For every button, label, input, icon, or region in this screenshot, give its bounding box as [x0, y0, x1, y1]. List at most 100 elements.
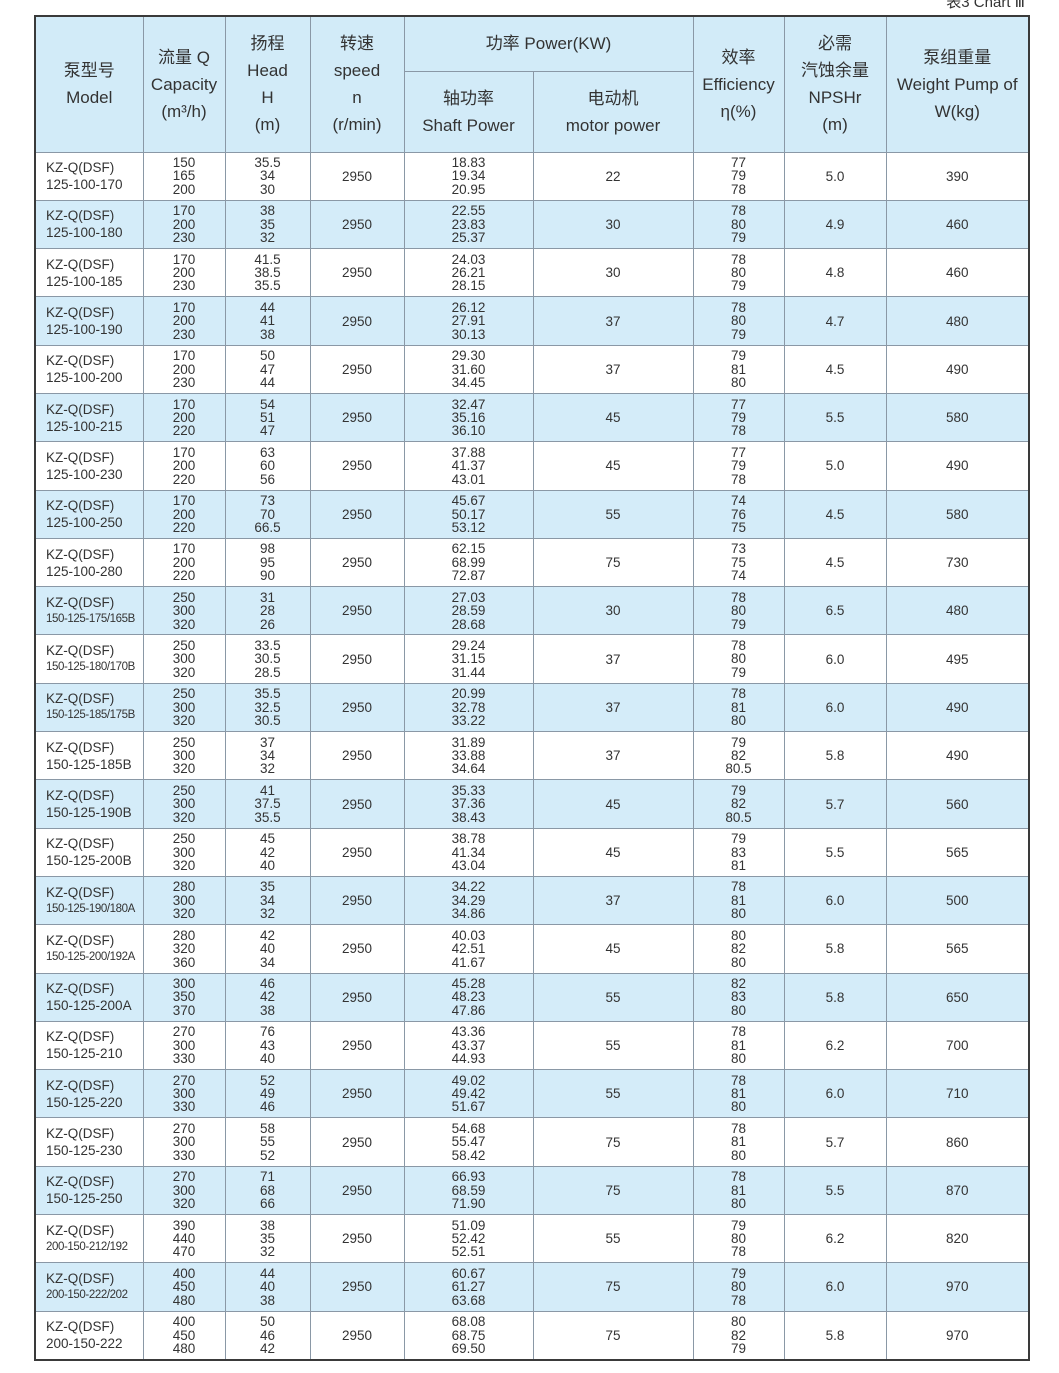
head-cell-value: 38 — [259, 1292, 276, 1308]
head-cell-value: 40 — [259, 1051, 276, 1067]
table-row: KZ-Q(DSF) 200-150-222/202 400 450 480 44 40 38 2… — [34, 1262, 1030, 1312]
speed-cell: 2950 — [309, 682, 405, 733]
model-cell: KZ-Q(DSF) 150-125-200/192A — [34, 924, 144, 974]
shaft-power-cell-value: 26.21 — [451, 265, 486, 281]
efficiency-cell-value: 77 — [730, 444, 747, 460]
capacity-cell: 270 300 320 — [142, 1165, 226, 1216]
shaft-power-cell-value: 37.88 — [451, 444, 486, 460]
efficiency-cell-value: 79 — [730, 831, 747, 847]
capacity-cell: 170 200 230 — [142, 248, 226, 298]
efficiency-cell-value: 80 — [730, 603, 747, 619]
npsh-cell: 5.7 — [783, 1117, 887, 1167]
capacity-cell-value: 270 — [172, 1024, 196, 1040]
weight-cell: 820 — [885, 1214, 1030, 1264]
model-number: 200-150-222/202 — [46, 1288, 128, 1301]
efficiency-cell-value: 78 — [730, 879, 747, 895]
head-cell-value: 35 — [259, 216, 276, 232]
table-row: KZ-Q(DSF) 125-100-215 170 200 220 54 51 47 2950 3… — [34, 392, 1030, 443]
motor-power-cell: 30 — [532, 199, 694, 250]
model-series: KZ-Q(DSF) — [46, 1029, 115, 1045]
head-cell-value: 42 — [259, 1340, 276, 1356]
efficiency-cell: 79 80 78 — [692, 1262, 785, 1312]
header-line: 流量 Q — [158, 47, 210, 67]
shaft-power-cell: 49.02 49.42 51.67 — [403, 1069, 534, 1119]
efficiency-cell-value: 80 — [730, 1314, 747, 1330]
head-cell-value: 26 — [259, 616, 276, 632]
weight-cell: 460 — [885, 248, 1030, 298]
head-cell-value: 49 — [259, 1086, 276, 1102]
head-cell-value: 30.5 — [254, 651, 281, 667]
weight-cell: 390 — [885, 151, 1030, 201]
model-series: KZ-Q(DSF) — [46, 1174, 115, 1190]
efficiency-cell-value: 80 — [730, 265, 747, 281]
head-cell-value: 42 — [259, 844, 276, 860]
efficiency-cell-value: 78 — [730, 471, 747, 487]
shaft-power-cell-value: 55.47 — [451, 1134, 486, 1150]
model-cell: KZ-Q(DSF) 200-150-212/192 — [34, 1214, 144, 1264]
table-caption: 表3 Chart Ⅲ — [946, 0, 1025, 11]
efficiency-cell-value: 78 — [730, 1024, 747, 1040]
header-line: η(%) — [720, 101, 757, 121]
capacity-cell-value: 200 — [172, 265, 196, 281]
capacity-cell: 250 300 320 — [142, 827, 226, 877]
efficiency-cell: 79 82 80.5 — [692, 731, 785, 781]
npsh-cell: 6.0 — [783, 634, 887, 684]
efficiency-cell-value: 80 — [730, 906, 747, 922]
model-series: KZ-Q(DSF) — [46, 981, 115, 997]
motor-power-cell: 37 — [532, 344, 694, 394]
weight-cell: 565 — [885, 827, 1030, 877]
npsh-cell: 6.0 — [783, 875, 887, 926]
speed-cell: 2950 — [309, 1214, 405, 1264]
capacity-cell: 270 300 330 — [142, 1069, 226, 1119]
efficiency-cell-value: 81 — [730, 1037, 747, 1053]
speed-cell: 2950 — [309, 248, 405, 298]
efficiency-cell-value: 74 — [730, 568, 747, 584]
capacity-cell-value: 150 — [172, 155, 196, 171]
efficiency-cell-value: 79 — [730, 734, 747, 750]
model-cell: KZ-Q(DSF) 150-125-210 — [34, 1020, 144, 1071]
motor-power-cell: 45 — [532, 827, 694, 877]
motor-power-cell: 75 — [532, 537, 694, 588]
capacity-cell: 270 300 330 — [142, 1020, 226, 1071]
efficiency-cell: 80 82 80 — [692, 924, 785, 974]
head-cell-value: 58 — [259, 1120, 276, 1136]
model-number: 150-125-200A — [46, 998, 132, 1014]
head-cell-value: 35.5 — [254, 686, 281, 702]
shaft-power-cell: 29.24 31.15 31.44 — [403, 634, 534, 684]
model-series: KZ-Q(DSF) — [46, 353, 115, 369]
capacity-cell-value: 270 — [172, 1120, 196, 1136]
head-cell-value: 70 — [259, 506, 276, 522]
capacity-cell: 250 300 320 — [142, 731, 226, 781]
shaft-power-cell-value: 22.55 — [451, 203, 486, 219]
header-model: 泵型号 Model — [34, 15, 144, 153]
table-row: KZ-Q(DSF) 150-125-190B 250 300 320 41 37.5 35.5… — [34, 779, 1030, 829]
head-cell: 52 49 46 — [224, 1069, 311, 1119]
npsh-cell: 6.0 — [783, 1262, 887, 1312]
capacity-cell-value: 450 — [172, 1327, 196, 1343]
shaft-power-cell-value: 27.03 — [451, 589, 486, 605]
shaft-power-cell: 34.22 34.29 34.86 — [403, 875, 534, 926]
shaft-power-cell-value: 23.83 — [451, 216, 486, 232]
shaft-power-cell: 37.88 41.37 43.01 — [403, 441, 534, 491]
capacity-cell-value: 170 — [172, 444, 196, 460]
header-line: (m) — [254, 115, 281, 135]
head-cell: 63 60 56 — [224, 441, 311, 491]
shaft-power-cell-value: 66.93 — [451, 1169, 486, 1185]
efficiency-cell-value: 79 — [730, 326, 747, 342]
capacity-cell: 170 200 220 — [142, 392, 226, 443]
capacity-cell-value: 300 — [172, 699, 196, 715]
model-cell: KZ-Q(DSF) 150-125-190B — [34, 779, 144, 829]
model-cell: KZ-Q(DSF) 150-125-185B — [34, 731, 144, 781]
head-cell-value: 68 — [259, 1182, 276, 1198]
capacity-cell-value: 300 — [172, 796, 196, 812]
motor-power-cell: 30 — [532, 248, 694, 298]
shaft-power-cell: 40.03 42.51 41.67 — [403, 924, 534, 974]
efficiency-cell: 78 81 80 — [692, 682, 785, 733]
weight-cell: 490 — [885, 682, 1030, 733]
capacity-cell-value: 200 — [172, 554, 196, 570]
table-row: KZ-Q(DSF) 150-125-200A 300 350 370 46 42 38 2950… — [34, 972, 1030, 1022]
capacity-cell: 170 200 230 — [142, 199, 226, 250]
header-weight: 泵组重量 Weight Pump of W(kg) — [885, 15, 1030, 153]
head-cell: 76 43 40 — [224, 1020, 311, 1071]
head-cell: 46 42 38 — [224, 972, 311, 1022]
